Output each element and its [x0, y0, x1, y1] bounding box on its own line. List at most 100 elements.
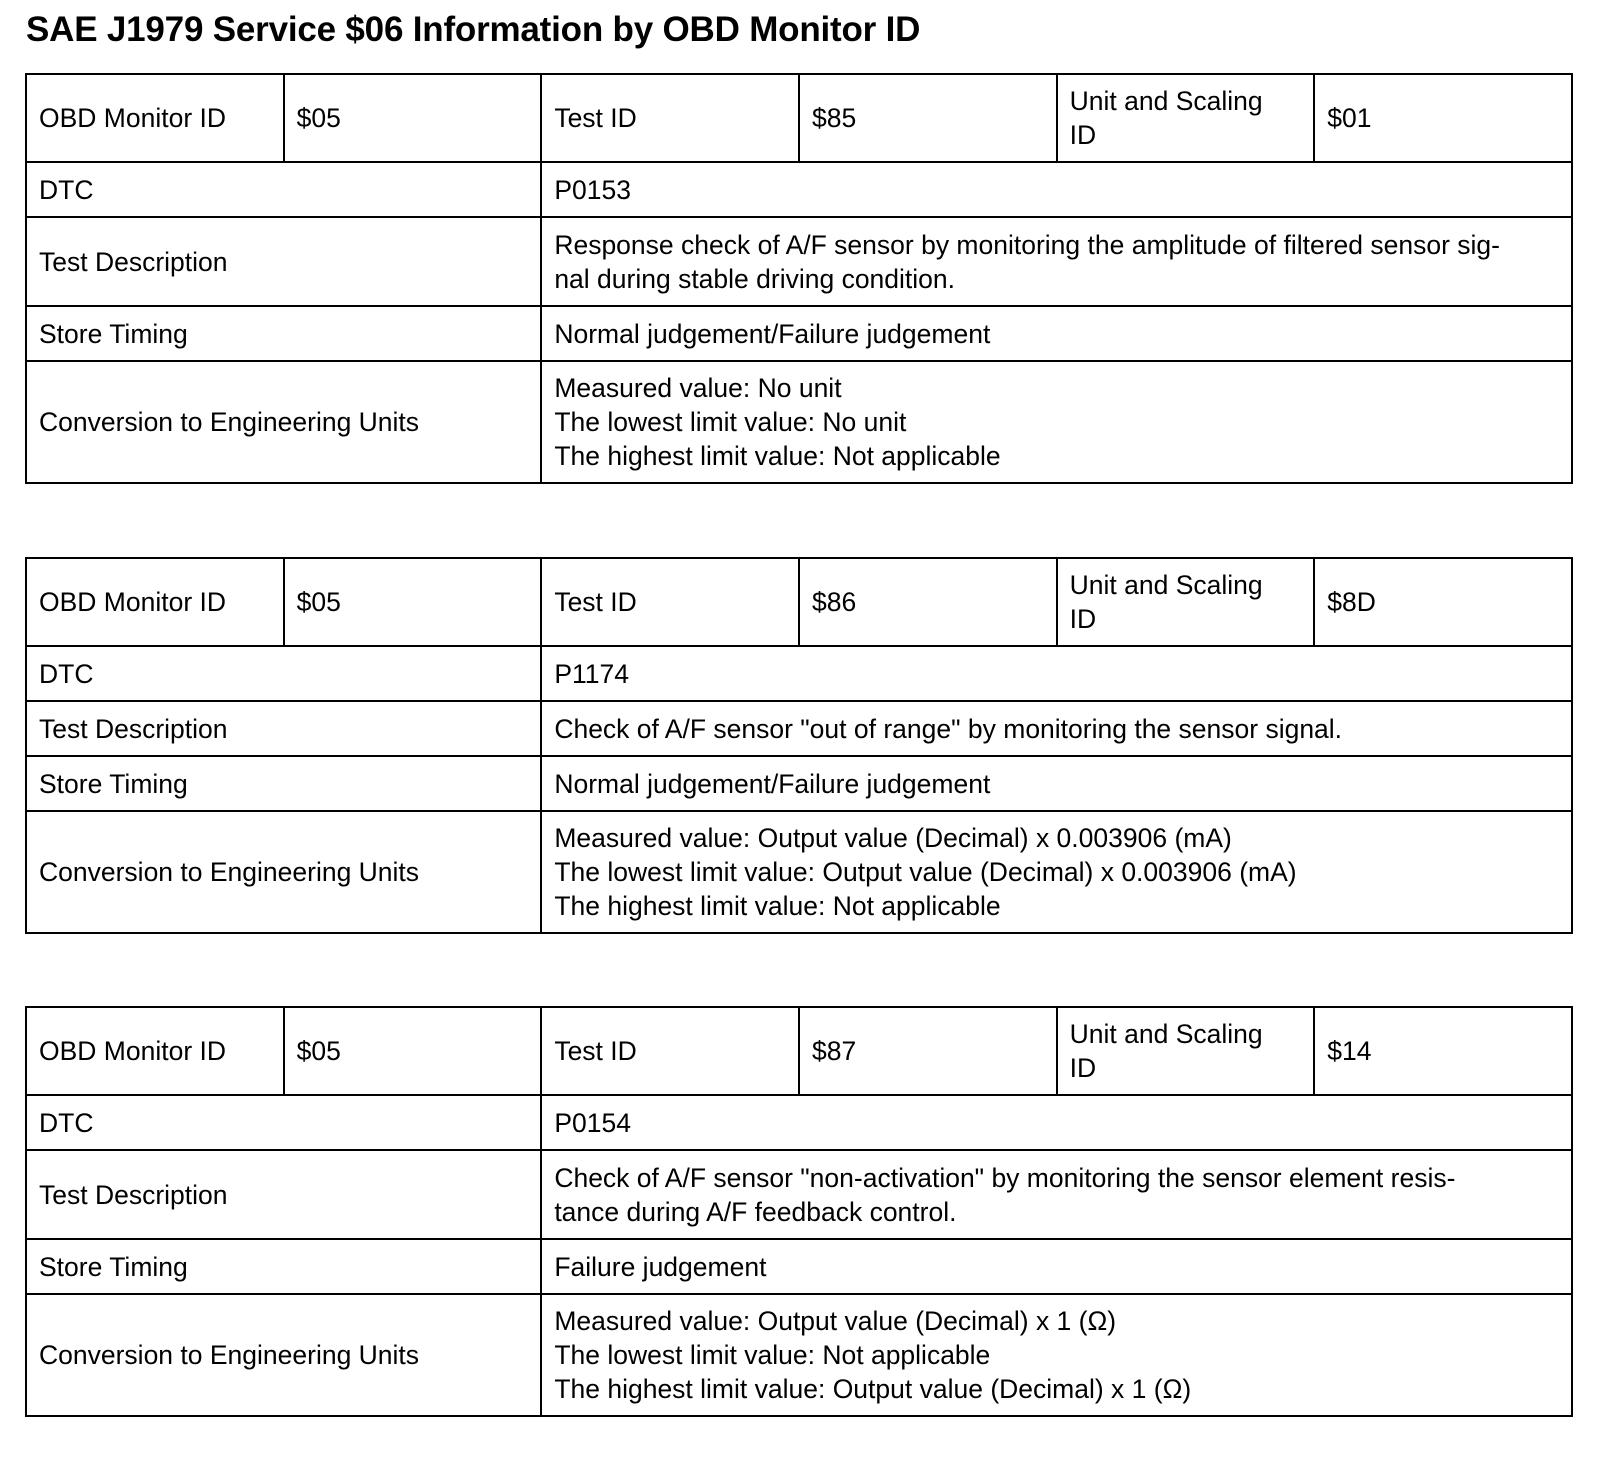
row-value: Measured value: Output value (Decimal) x… [540, 1293, 1573, 1417]
cell-line: nal during stable driving condition. [554, 263, 956, 294]
cell-line: Unit and Scaling [1069, 1019, 1263, 1049]
row-value: Measured value: No unit The lowest limit … [540, 360, 1573, 484]
header-value: $05 [282, 557, 543, 647]
cell-line: Unit and Scaling [1069, 86, 1263, 116]
row-value: Normal judgement/Failure judgement [540, 755, 1573, 812]
header-value: $86 [797, 557, 1058, 647]
cell-line: The lowest limit value: No unit [554, 407, 907, 437]
header-value: $05 [282, 1006, 543, 1096]
info-row: Conversion to Engineering Units Measured … [24, 1293, 1573, 1417]
row-value: P0154 [540, 1094, 1573, 1151]
cell-line: OBD Monitor ID [39, 1036, 227, 1066]
info-row: Test Description Response check of A/F se… [24, 216, 1573, 307]
info-table: OBD Monitor ID $05 Test ID $87 Unit and Scal… [24, 1006, 1573, 1417]
header-row: OBD Monitor ID $05 Test ID $85 Unit and Scal… [25, 73, 1573, 163]
cell-line: Normal judgement/Failure judgement [554, 318, 991, 349]
row-label: Test Description [24, 700, 543, 757]
header-label: OBD Monitor ID [25, 557, 285, 647]
info-row: Test Description Check of A/F sensor "out… [24, 700, 1573, 757]
row-label: DTC [24, 1094, 543, 1151]
header-label: OBD Monitor ID [25, 73, 285, 163]
cell-line: P0154 [554, 1107, 631, 1138]
row-label: Conversion to Engineering Units [24, 1293, 543, 1417]
row-value: Measured value: Output value (Decimal) x… [540, 810, 1573, 934]
cell-line: $05 [296, 103, 341, 133]
cell-line: The highest limit value: Not applicable [554, 891, 1001, 921]
cell-line: $87 [811, 1036, 857, 1066]
cell-line: Check of A/F sensor "non-activation" by … [554, 1162, 1456, 1193]
row-value: Response check of A/F sensor by monitori… [540, 216, 1573, 307]
header-label: Test ID [540, 73, 800, 163]
info-table: OBD Monitor ID $05 Test ID $86 Unit and Scal… [24, 557, 1573, 934]
row-label: Store Timing [24, 305, 543, 362]
cell-line: $85 [811, 103, 857, 133]
row-label: Store Timing [24, 1238, 543, 1295]
cell-line: Check of A/F sensor "out of range" by mo… [554, 713, 1343, 744]
header-row: OBD Monitor ID $05 Test ID $87 Unit and Scal… [25, 1006, 1573, 1096]
header-value: $87 [797, 1006, 1058, 1096]
cell-line: OBD Monitor ID [39, 103, 227, 133]
header-label: Unit and Scaling ID [1055, 73, 1316, 163]
cell-line: Test ID [554, 587, 637, 617]
cell-line: The lowest limit value: Not applicable [554, 1340, 991, 1370]
header-label: Test ID [540, 557, 800, 647]
cell-line: $01 [1327, 103, 1372, 133]
cell-line: $05 [296, 587, 341, 617]
cell-line: Response check of A/F sensor by monitori… [554, 229, 1500, 260]
cell-line: OBD Monitor ID [39, 587, 227, 617]
header-value: $14 [1313, 1006, 1573, 1096]
cell-line: $05 [296, 1036, 341, 1066]
cell-line: $14 [1327, 1036, 1372, 1066]
cell-line: P0153 [554, 174, 631, 205]
row-value: P1174 [540, 645, 1573, 702]
info-row: Conversion to Engineering Units Measured … [24, 810, 1573, 934]
row-value: P0153 [540, 161, 1573, 218]
header-label: Unit and Scaling ID [1055, 557, 1316, 647]
cell-line: $8D [1327, 587, 1376, 617]
row-value: Normal judgement/Failure judgement [540, 305, 1573, 362]
cell-line: tance during A/F feedback control. [554, 1196, 957, 1227]
info-row: DTC P0154 [24, 1094, 1573, 1151]
cell-line: P1174 [554, 658, 629, 689]
cell-line: Test ID [554, 1036, 637, 1066]
cell-line: Unit and Scaling [1069, 570, 1263, 600]
header-value: $8D [1313, 557, 1573, 647]
cell-line: Failure judgement [554, 1251, 767, 1282]
cell-line: The highest limit value: Output value (D… [554, 1374, 1192, 1404]
header-label: OBD Monitor ID [25, 1006, 285, 1096]
cell-line: Measured value: Output value (Decimal) x… [554, 823, 1232, 853]
cell-line: The lowest limit value: Output value (De… [554, 857, 1297, 887]
header-value: $85 [797, 73, 1058, 163]
row-label: Test Description [24, 216, 543, 307]
header-label: Test ID [540, 1006, 800, 1096]
info-row: Store Timing Normal judgement/Failure jud… [24, 305, 1573, 362]
info-row: DTC P1174 [24, 645, 1573, 702]
cell-line: ID [1069, 120, 1097, 150]
info-row: Conversion to Engineering Units Measured … [24, 360, 1573, 484]
cell-line: $86 [811, 587, 857, 617]
info-row: Store Timing Failure judgement [24, 1238, 1573, 1295]
cell-line: Measured value: No unit [554, 373, 842, 403]
header-value: $01 [1313, 73, 1573, 163]
cell-line: Test ID [554, 103, 637, 133]
cell-line: Normal judgement/Failure judgement [554, 768, 991, 799]
row-value: Failure judgement [540, 1238, 1573, 1295]
row-label: Conversion to Engineering Units [24, 360, 543, 484]
info-table: OBD Monitor ID $05 Test ID $85 Unit and Scal… [24, 73, 1573, 484]
row-value: Check of A/F sensor "out of range" by mo… [540, 700, 1573, 757]
row-value: Check of A/F sensor "non-activation" by … [540, 1149, 1573, 1240]
row-label: Store Timing [24, 755, 543, 812]
row-label: Test Description [24, 1149, 543, 1240]
info-row: DTC P0153 [24, 161, 1573, 218]
info-row: Store Timing Normal judgement/Failure jud… [24, 755, 1573, 812]
cell-line: ID [1069, 604, 1097, 634]
page-title: SAE J1979 Service $06 Information by OBD… [26, 10, 921, 49]
row-label: DTC [24, 645, 543, 702]
cell-line: Measured value: Output value (Decimal) x… [554, 1306, 1117, 1336]
row-label: Conversion to Engineering Units [24, 810, 543, 934]
cell-line: ID [1069, 1053, 1097, 1083]
header-row: OBD Monitor ID $05 Test ID $86 Unit and Scal… [25, 557, 1573, 647]
header-value: $05 [282, 73, 543, 163]
header-label: Unit and Scaling ID [1055, 1006, 1316, 1096]
